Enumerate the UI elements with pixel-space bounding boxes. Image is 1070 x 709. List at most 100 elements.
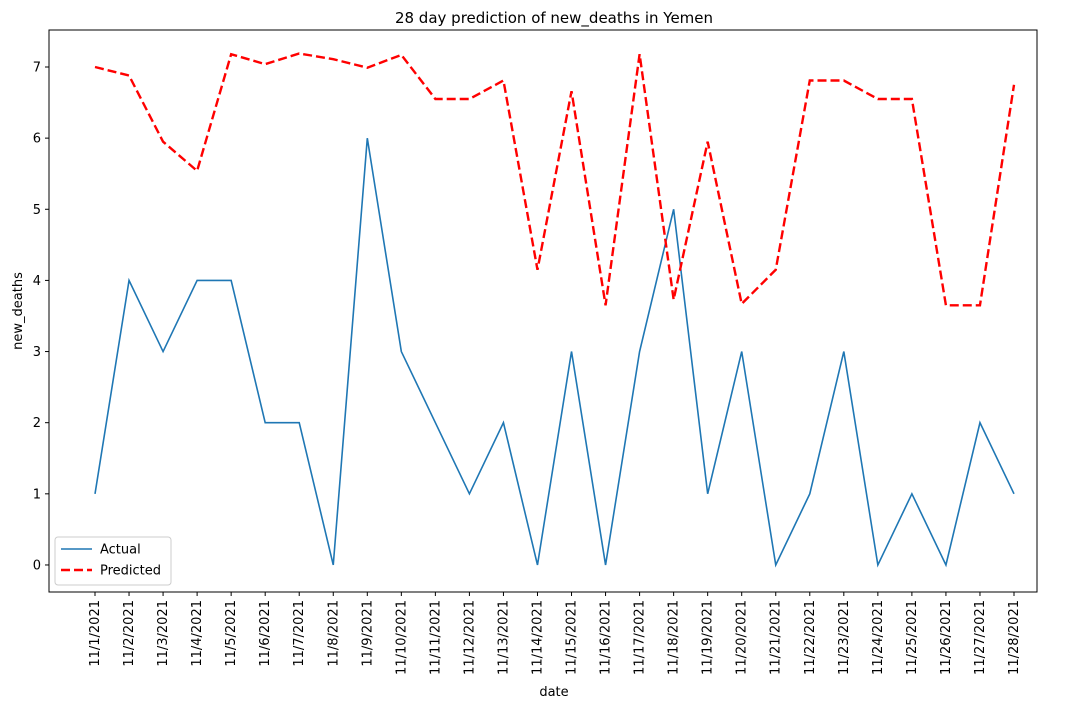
data-point-actual [468, 492, 471, 495]
data-point-actual [230, 279, 233, 282]
data-point-actual [944, 563, 947, 566]
chart-title: 28 day prediction of new_deaths in Yemen [395, 9, 713, 28]
data-point-actual [1012, 492, 1015, 495]
data-point-actual [196, 279, 199, 282]
data-point-actual [842, 350, 845, 353]
data-point-actual [127, 279, 130, 282]
y-axis: 0 1 2 3 4 5 6 7 [33, 60, 49, 573]
data-point-predicted [774, 268, 777, 271]
data-point-actual [366, 137, 369, 140]
x-tick-label: 11/13/2021 [496, 600, 511, 675]
data-point-predicted [876, 97, 879, 100]
x-tick-label: 11/10/2021 [394, 600, 409, 675]
y-tick-label: 4 [33, 274, 41, 289]
x-tick-label: 11/16/2021 [599, 600, 614, 675]
data-point-actual [536, 563, 539, 566]
x-tick-label: 11/8/2021 [326, 600, 341, 667]
data-point-actual [706, 492, 709, 495]
y-tick-label: 0 [33, 558, 41, 573]
x-tick-label: 11/12/2021 [462, 600, 477, 675]
data-point-actual [298, 421, 301, 424]
legend-label-actual: Actual [100, 543, 141, 558]
data-point-predicted [536, 268, 539, 271]
data-point-predicted [808, 79, 811, 82]
data-point-predicted [604, 304, 607, 307]
legend: Actual Predicted [54, 536, 172, 586]
series-line-actual [94, 138, 1015, 568]
series-layer [93, 52, 1016, 568]
data-point-predicted [910, 97, 913, 100]
data-point-predicted [570, 90, 573, 93]
x-tick-label: 11/1/2021 [88, 600, 103, 667]
data-point-actual [264, 421, 267, 424]
x-tick-label: 11/9/2021 [360, 600, 375, 667]
data-point-predicted [332, 58, 335, 61]
data-point-predicted [638, 53, 641, 56]
data-point-actual [332, 563, 335, 566]
x-tick-label: 11/24/2021 [871, 600, 886, 675]
data-point-actual [808, 492, 811, 495]
data-point-predicted [706, 140, 709, 143]
data-point-actual [502, 421, 505, 424]
x-tick-label: 11/25/2021 [905, 600, 920, 675]
data-point-actual [740, 350, 743, 353]
data-point-actual [93, 492, 96, 495]
y-tick-label: 3 [33, 345, 41, 360]
data-point-predicted [842, 79, 845, 82]
plot-area-frame [48, 29, 1038, 593]
data-point-actual [978, 421, 981, 424]
data-point-actual [774, 563, 777, 566]
data-point-actual [910, 492, 913, 495]
x-tick-label: 11/17/2021 [633, 600, 648, 675]
data-point-predicted [196, 169, 199, 172]
data-point-predicted [978, 304, 981, 307]
data-point-predicted [944, 304, 947, 307]
series-line-predicted [94, 52, 1016, 307]
x-tick-label: 11/18/2021 [667, 600, 682, 675]
data-point-actual [672, 208, 675, 211]
x-axis-label: date [539, 685, 568, 700]
x-tick-label: 11/15/2021 [565, 600, 580, 675]
data-point-predicted [366, 66, 369, 69]
y-tick-label: 6 [33, 132, 41, 147]
data-point-actual [400, 350, 403, 353]
data-point-predicted [127, 74, 130, 77]
data-point-predicted [298, 52, 301, 55]
data-point-predicted [93, 65, 96, 68]
data-point-actual [434, 421, 437, 424]
data-point-predicted [672, 298, 675, 301]
data-point-actual [570, 350, 573, 353]
data-point-actual [876, 563, 879, 566]
x-tick-label: 11/22/2021 [803, 600, 818, 675]
x-tick-label: 11/6/2021 [258, 600, 273, 667]
x-tick-label: 11/11/2021 [428, 600, 443, 675]
data-point-predicted [1012, 83, 1015, 86]
legend-label-predicted: Predicted [100, 564, 161, 579]
x-tick-label: 11/3/2021 [156, 600, 171, 667]
data-point-predicted [434, 97, 437, 100]
x-tick-label: 11/19/2021 [701, 600, 716, 675]
y-tick-label: 7 [33, 60, 41, 75]
x-tick-label: 11/7/2021 [292, 600, 307, 667]
x-tick-label: 11/27/2021 [973, 600, 988, 675]
data-point-predicted [400, 53, 403, 56]
x-tick-label: 11/20/2021 [735, 600, 750, 675]
x-tick-label: 11/4/2021 [190, 600, 205, 667]
x-tick-label: 11/5/2021 [224, 600, 239, 667]
data-point-predicted [230, 53, 233, 56]
data-point-predicted [264, 63, 267, 66]
data-point-predicted [468, 97, 471, 100]
x-tick-label: 11/21/2021 [769, 600, 784, 675]
data-point-actual [638, 350, 641, 353]
y-tick-label: 2 [33, 416, 41, 431]
x-tick-label: 11/2/2021 [122, 600, 137, 667]
y-tick-label: 1 [33, 487, 41, 502]
x-tick-label: 11/23/2021 [837, 600, 852, 675]
x-tick-label: 11/26/2021 [939, 600, 954, 675]
data-point-predicted [740, 302, 743, 305]
data-point-predicted [502, 79, 505, 82]
x-tick-label: 11/28/2021 [1007, 600, 1022, 675]
data-point-actual [161, 350, 164, 353]
x-tick-label: 11/14/2021 [530, 600, 545, 675]
